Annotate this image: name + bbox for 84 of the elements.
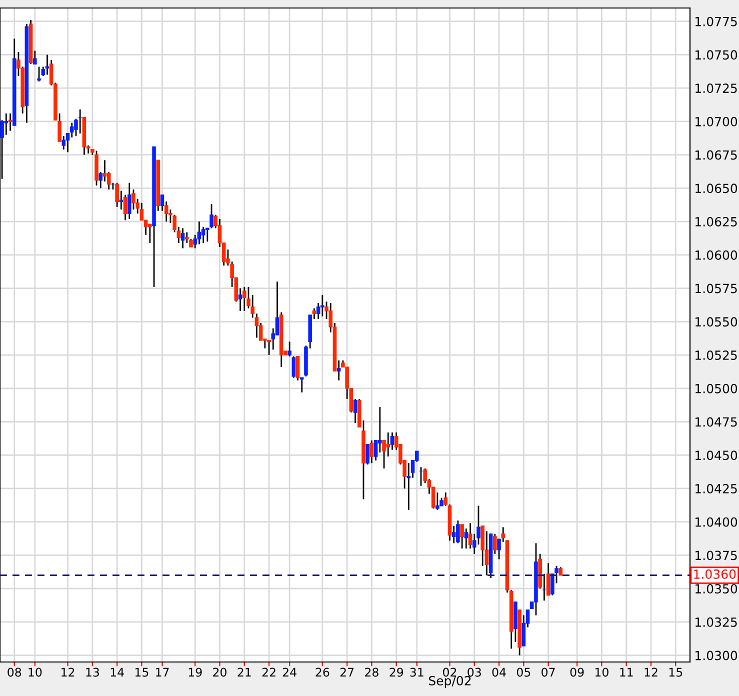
candlestick [37, 66, 41, 82]
ref-line-label: 1.0360 [694, 569, 736, 579]
x-tick-label: 05 [516, 668, 530, 677]
x-tick-label: 12 [62, 668, 74, 677]
x-tick-label: 19 [188, 668, 202, 677]
candlestick [102, 159, 107, 182]
y-tick-label: 1.0375 [696, 550, 737, 560]
x-tick-label: 15 [669, 668, 682, 677]
candlestick [62, 135, 66, 150]
y-tick-label: 1.0500 [696, 384, 738, 394]
candlestick [45, 54, 50, 76]
candlestick [8, 112, 12, 132]
x-tick-label: 02 [443, 668, 456, 677]
y-tick-label: 1.0525 [696, 350, 737, 360]
candlestick [493, 533, 497, 555]
candlestick [312, 308, 316, 320]
candlestick [164, 200, 168, 222]
y-tick-label: 1.0475 [696, 417, 737, 427]
x-tick-label: 07 [542, 668, 555, 677]
candlestick [336, 360, 341, 382]
x-tick-label: 22 [262, 668, 276, 677]
candlestick [210, 204, 214, 229]
candlestick [180, 228, 185, 249]
x-tick-label: 21 [238, 668, 251, 677]
candlestick [406, 462, 411, 511]
candlestick [370, 440, 374, 464]
candlestick [386, 432, 390, 458]
candlestick [115, 182, 119, 208]
x-tick-label: 03 [468, 668, 481, 677]
x-tick-label: 11 [620, 668, 633, 677]
x-tick-label: 29 [390, 668, 404, 677]
x-tick-label: 12 [644, 668, 658, 677]
y-tick-label: 1.0400 [696, 517, 738, 527]
y-tick-label: 1.0575 [696, 284, 737, 294]
x-tick-label: 28 [365, 668, 378, 677]
x-tick-label: 20 [213, 668, 226, 677]
y-tick-label: 1.0300 [696, 650, 738, 660]
x-tick-label: 10 [595, 668, 608, 677]
candlestick [70, 122, 74, 138]
y-tick-label: 1.0700 [696, 116, 738, 126]
candlestick [127, 182, 132, 220]
x-tick-label: 17 [156, 668, 169, 677]
y-tick-label: 1.0675 [696, 150, 737, 160]
y-tick-label: 1.0725 [696, 84, 737, 94]
candlestick [123, 194, 128, 221]
x-tick-label: 10 [28, 668, 42, 677]
y-tick-label: 1.0750 [696, 50, 738, 60]
y-tick-label: 1.0600 [696, 250, 738, 260]
candlestick [378, 406, 382, 454]
candlestick [119, 190, 124, 210]
candlestick [288, 340, 292, 358]
x-tick-label: 26 [316, 668, 330, 677]
x-axis-title: Sep/02 [428, 676, 471, 688]
candlestick [366, 444, 370, 466]
y-tick-label: 1.0325 [696, 617, 737, 627]
candlestick [197, 220, 202, 245]
y-tick-label: 1.0425 [696, 484, 737, 494]
candlestick [353, 398, 358, 424]
x-tick-label: 09 [570, 668, 584, 677]
candlestick [436, 492, 440, 511]
candlestick [242, 286, 246, 312]
candlestick [292, 356, 296, 378]
x-tick-label: 27 [340, 668, 354, 677]
candlestick [184, 232, 189, 244]
x-tick-label: 08 [8, 668, 22, 677]
y-tick-label: 1.0350 [696, 584, 738, 594]
candlestick [460, 524, 464, 550]
y-tick-label: 1.0550 [696, 317, 738, 327]
candlestick [320, 294, 324, 318]
x-tick-label: 24 [282, 668, 296, 677]
candlestick [300, 377, 304, 394]
y-tick-label: 1.0650 [696, 184, 738, 194]
y-tick-label: 1.0625 [696, 217, 737, 226]
y-tick-label: 1.0775 [696, 16, 737, 26]
x-tick-label: 13 [86, 668, 99, 677]
candlestick [206, 228, 210, 242]
x-tick-label: 14 [110, 668, 124, 677]
x-tick-label: 31 [410, 668, 424, 677]
x-tick-label: 15 [135, 668, 148, 677]
candlestick [4, 112, 8, 136]
y-tick-label: 1.0450 [696, 450, 738, 460]
candlestick [238, 288, 242, 312]
candlestick [296, 356, 300, 382]
x-tick-label: 04 [492, 668, 506, 677]
